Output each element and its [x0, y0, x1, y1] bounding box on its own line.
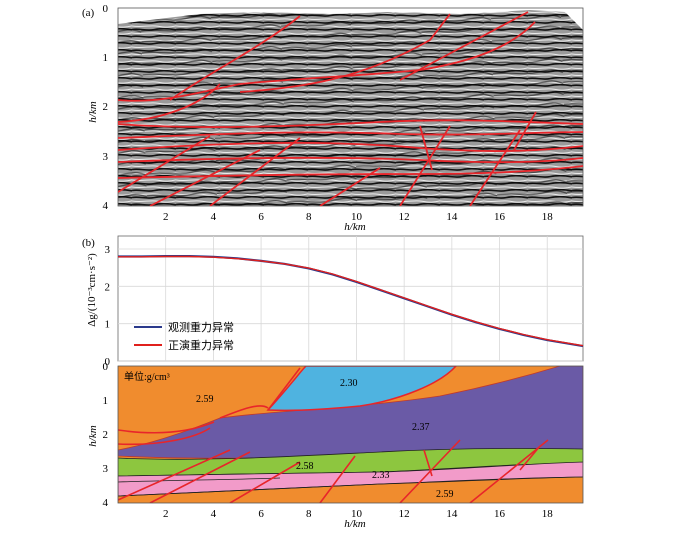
seismic-frame	[117, 7, 584, 207]
xtick-18: 18	[542, 508, 554, 520]
panel-a-y-axis: 0 1 2 3 4 h/km	[87, 3, 109, 212]
b-ylabel: Δg/(10⁻³cm·s⁻²)	[86, 253, 98, 327]
panel-c-y-axis: 0 1 2 3 4 h/km	[87, 361, 109, 509]
legend-forward-label: 正演重力异常	[168, 338, 234, 352]
series-line-forward	[118, 255, 584, 347]
xtick-2: 2	[163, 508, 169, 520]
model-frame	[117, 365, 584, 504]
legend: 观测重力异常 正演重力异常	[134, 320, 234, 352]
a-xlabel: h/km	[344, 221, 365, 233]
a-ytick-0: 0	[103, 3, 109, 15]
xtick-6: 6	[258, 211, 264, 223]
a-ytick-3: 3	[103, 151, 109, 163]
xtick-8: 8	[306, 508, 312, 520]
density-230: 2.30	[340, 378, 358, 389]
a-ytick-4: 4	[103, 200, 109, 212]
c-ytick-1: 1	[103, 395, 109, 407]
xtick-14: 14	[446, 508, 458, 520]
a-ytick-1: 1	[103, 52, 109, 64]
b-ytick-0: 0	[105, 356, 111, 368]
xtick-10: 10	[351, 211, 363, 223]
panel-c-x-axis: 2 4 6 8 10 12 14 16 18	[163, 508, 553, 520]
fault-lines	[118, 11, 583, 206]
panel-a-label: (a)	[82, 7, 95, 19]
xtick-6: 6	[258, 508, 264, 520]
panel-b-label: (b)	[82, 237, 95, 249]
xtick-14: 14	[446, 211, 458, 223]
xtick-2: 2	[163, 211, 169, 223]
c-ylabel: h/km	[87, 425, 99, 446]
panel-b-y-axis: 0 1 2 3	[105, 244, 111, 368]
xtick-18: 18	[542, 211, 554, 223]
xtick-4: 4	[211, 508, 217, 520]
xtick-16: 16	[494, 508, 506, 520]
a-ylabel: h/km	[87, 101, 99, 122]
xtick-8: 8	[306, 211, 312, 223]
model-faults	[118, 367, 549, 503]
legend-observed-label: 观测重力异常	[168, 320, 234, 334]
density-233: 2.33	[372, 470, 390, 481]
density-259-bottom: 2.59	[436, 489, 454, 500]
xtick-16: 16	[494, 211, 506, 223]
density-unit: 单位:g/cm³	[124, 370, 170, 383]
c-ytick-3: 3	[103, 463, 109, 475]
xtick-12: 12	[399, 508, 410, 520]
panel-a-x-axis: 2 4 6 8 10 12 14 16 18	[163, 211, 553, 223]
b-ytick-3: 3	[105, 244, 111, 256]
density-258: 2.58	[296, 461, 314, 472]
c-ytick-2: 2	[103, 429, 109, 441]
density-237: 2.37	[412, 422, 430, 433]
gravity-grid	[118, 236, 583, 362]
b-ytick-1: 1	[105, 319, 111, 331]
seismic-section	[118, 8, 583, 206]
a-ytick-2: 2	[103, 101, 109, 113]
c-ytick-4: 4	[103, 497, 109, 509]
xtick-12: 12	[399, 211, 410, 223]
density-259-top: 2.59	[196, 394, 214, 405]
b-ytick-2: 2	[105, 281, 111, 293]
xtick-10: 10	[351, 508, 363, 520]
xtick-4: 4	[211, 211, 217, 223]
c-xlabel: h/km	[344, 518, 365, 530]
c-ytick-0: 0	[103, 361, 109, 373]
gravity-lines	[118, 255, 584, 348]
